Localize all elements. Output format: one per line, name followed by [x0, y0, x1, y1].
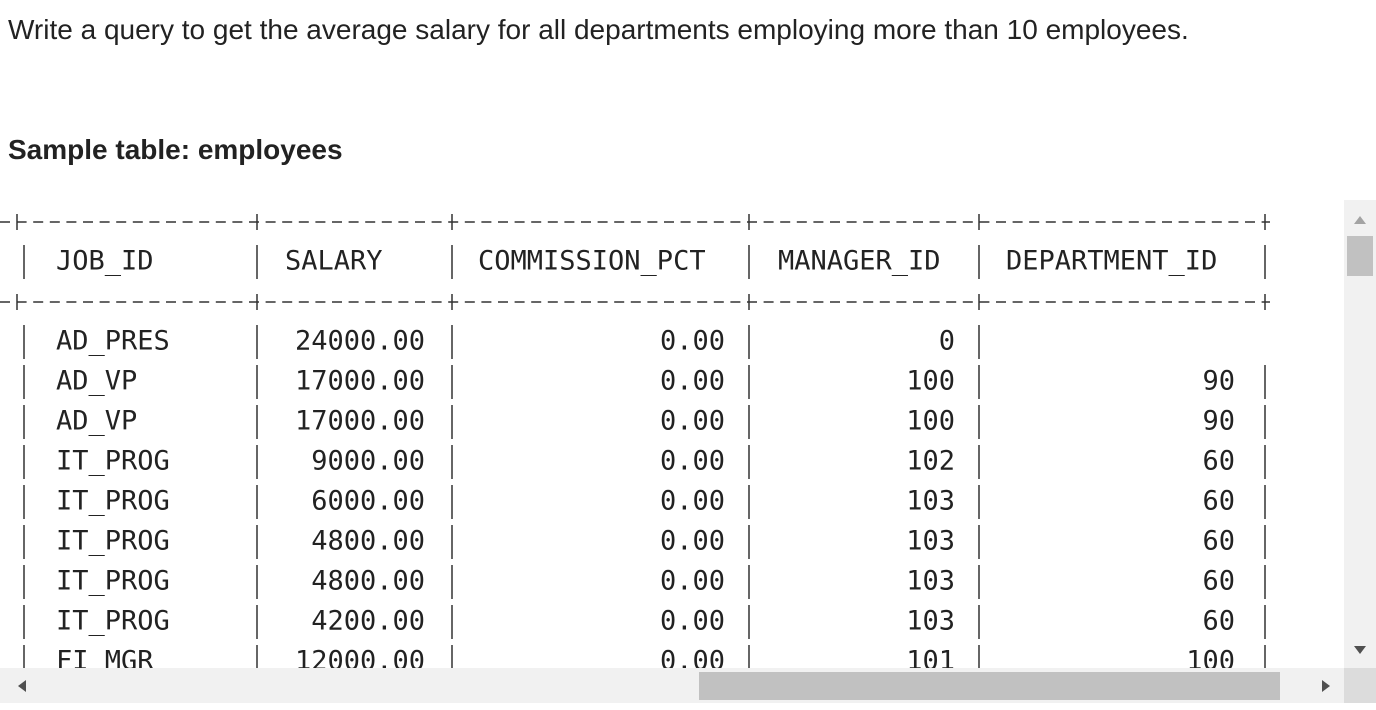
- cell: 100: [1186, 646, 1235, 669]
- cell: 0: [939, 326, 955, 357]
- cell: 100: [906, 366, 955, 397]
- cell: 103: [906, 606, 955, 637]
- cell: 101: [906, 646, 955, 669]
- h-track: [0, 668, 1344, 703]
- cell: 0.00: [660, 326, 725, 357]
- cell: AD_PRES: [56, 326, 170, 357]
- cell: 6000.00: [311, 486, 425, 517]
- cell: 0.00: [660, 446, 725, 477]
- cell: IT_PROG: [56, 606, 170, 637]
- cell: 103: [906, 566, 955, 597]
- cell: IT_PROG: [56, 486, 170, 517]
- cell: 103: [906, 486, 955, 517]
- cell: 0.00: [660, 366, 725, 397]
- cell: 4200.00: [311, 606, 425, 637]
- cell: AD_VP: [56, 366, 137, 397]
- corner: [1344, 668, 1376, 703]
- up-arrow[interactable]: [1354, 216, 1366, 224]
- cell: 60: [1202, 526, 1235, 557]
- table-box: JOB_ID SALARY COMMISSION_PCT MANAGER_ID DEPA…: [0, 200, 1344, 668]
- cell: 17000.00: [295, 366, 425, 397]
- cell: 24000.00: [295, 326, 425, 357]
- cell: 60: [1202, 486, 1235, 517]
- down-arrow[interactable]: [1354, 646, 1366, 654]
- cell: 0.00: [660, 406, 725, 437]
- cell: 102: [906, 446, 955, 477]
- cell: 4800.00: [311, 526, 425, 557]
- cell: IT_PROG: [56, 566, 170, 597]
- cell: IT_PROG: [56, 526, 170, 557]
- cell: AD_VP: [56, 406, 137, 437]
- cell: 90: [1202, 366, 1235, 397]
- cell: 9000.00: [311, 446, 425, 477]
- cell: IT_PROG: [56, 446, 170, 477]
- column-header: MANAGER_ID: [778, 246, 941, 277]
- v-track: [1344, 200, 1376, 668]
- column-header: JOB_ID: [56, 246, 154, 277]
- table: JOB_ID SALARY COMMISSION_PCT MANAGER_ID DEPA…: [0, 214, 1270, 669]
- heading: Sample table: employees: [8, 134, 343, 165]
- cell: 0.00: [660, 526, 725, 557]
- cell: 0.00: [660, 566, 725, 597]
- cell: 0.00: [660, 606, 725, 637]
- cell: FI_MGR: [56, 646, 154, 669]
- column-header: COMMISSION_PCT: [478, 246, 706, 277]
- h-thumb[interactable]: [699, 672, 1280, 700]
- cell: 90: [1202, 406, 1235, 437]
- cell: 4800.00: [311, 566, 425, 597]
- cell: 0.00: [660, 486, 725, 517]
- cell: 0.00: [660, 646, 725, 669]
- column-header: DEPARTMENT_ID: [1006, 246, 1217, 277]
- column-header: SALARY: [285, 246, 383, 277]
- v-thumb[interactable]: [1347, 236, 1373, 276]
- cell: 100: [906, 406, 955, 437]
- cell: 103: [906, 526, 955, 557]
- cell: 17000.00: [295, 406, 425, 437]
- left-arrow[interactable]: [18, 680, 26, 692]
- right-arrow[interactable]: [1322, 680, 1330, 692]
- cell: 60: [1202, 606, 1235, 637]
- cell: 60: [1202, 566, 1235, 597]
- cell: 60: [1202, 446, 1235, 477]
- question: Write a query to get the average salary …: [8, 14, 1189, 45]
- cell: 12000.00: [295, 646, 425, 669]
